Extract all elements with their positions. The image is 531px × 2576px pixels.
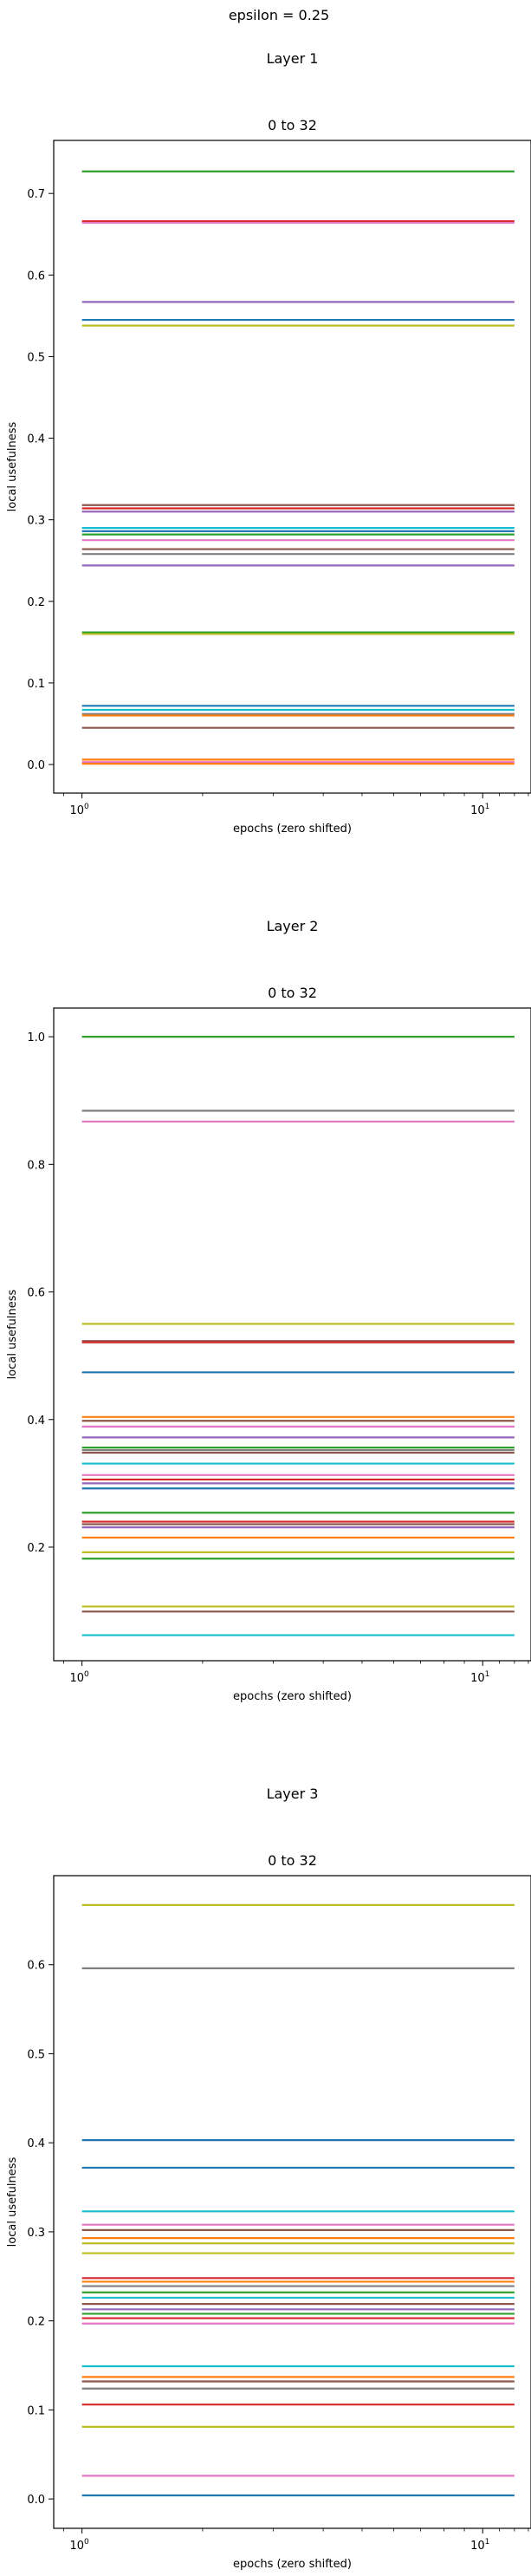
y-tick-label: 0.8 [27, 1159, 45, 1172]
y-tick-label: 0.4 [27, 2137, 45, 2150]
plot-frame [53, 1007, 531, 1662]
series-group [81, 1903, 515, 2497]
y-tick-label: 0.3 [27, 515, 45, 528]
y-tick-label: 0.6 [27, 1960, 45, 1973]
layer-title: Layer 2 [267, 918, 319, 934]
y-axis-label: local usefulness [6, 421, 19, 511]
y-tick-label: 0.6 [27, 1287, 45, 1300]
y-tick-label: 0.4 [27, 1415, 45, 1428]
chart-title: 0 to 32 [268, 985, 317, 1001]
chart-panels: Layer 10 to 320.00.10.20.30.40.50.60.710… [6, 50, 531, 2571]
y-tick-label: 1.0 [27, 1031, 45, 1044]
y-tick-label: 0.2 [27, 596, 45, 609]
y-tick-label: 0.0 [27, 2494, 45, 2507]
y-tick-label: 0.3 [27, 2227, 45, 2240]
y-axis-label: local usefulness [6, 1289, 19, 1379]
x-axis-label: epochs (zero shifted) [233, 1690, 352, 1703]
y-axis-label: local usefulness [6, 2156, 19, 2247]
figure-title: epsilon = 0.25 [229, 7, 329, 23]
plot-frame [53, 1875, 531, 2529]
series-group [81, 1036, 515, 1636]
layer-title: Layer 1 [267, 50, 319, 67]
y-tick-label: 0.5 [27, 351, 45, 364]
y-tick-label: 0.0 [27, 759, 45, 772]
y-tick-label: 0.1 [27, 678, 45, 691]
y-tick-label: 0.2 [27, 2316, 45, 2329]
y-tick-label: 0.5 [27, 2048, 45, 2061]
layer-title: Layer 3 [267, 1786, 319, 1802]
series-group [81, 170, 515, 765]
plot-frame [53, 140, 531, 794]
y-tick-label: 0.2 [27, 1542, 45, 1555]
x-axis-label: epochs (zero shifted) [233, 2558, 352, 2571]
chart-title: 0 to 32 [268, 1852, 317, 1869]
y-tick-label: 0.1 [27, 2404, 45, 2417]
chart-title: 0 to 32 [268, 117, 317, 133]
chart-panel-1: Layer 10 to 320.00.10.20.30.40.50.60.710… [6, 50, 531, 836]
y-tick-label: 0.7 [27, 188, 45, 201]
y-tick-label: 0.6 [27, 270, 45, 283]
y-tick-label: 0.4 [27, 433, 45, 446]
x-axis-label: epochs (zero shifted) [233, 823, 352, 836]
